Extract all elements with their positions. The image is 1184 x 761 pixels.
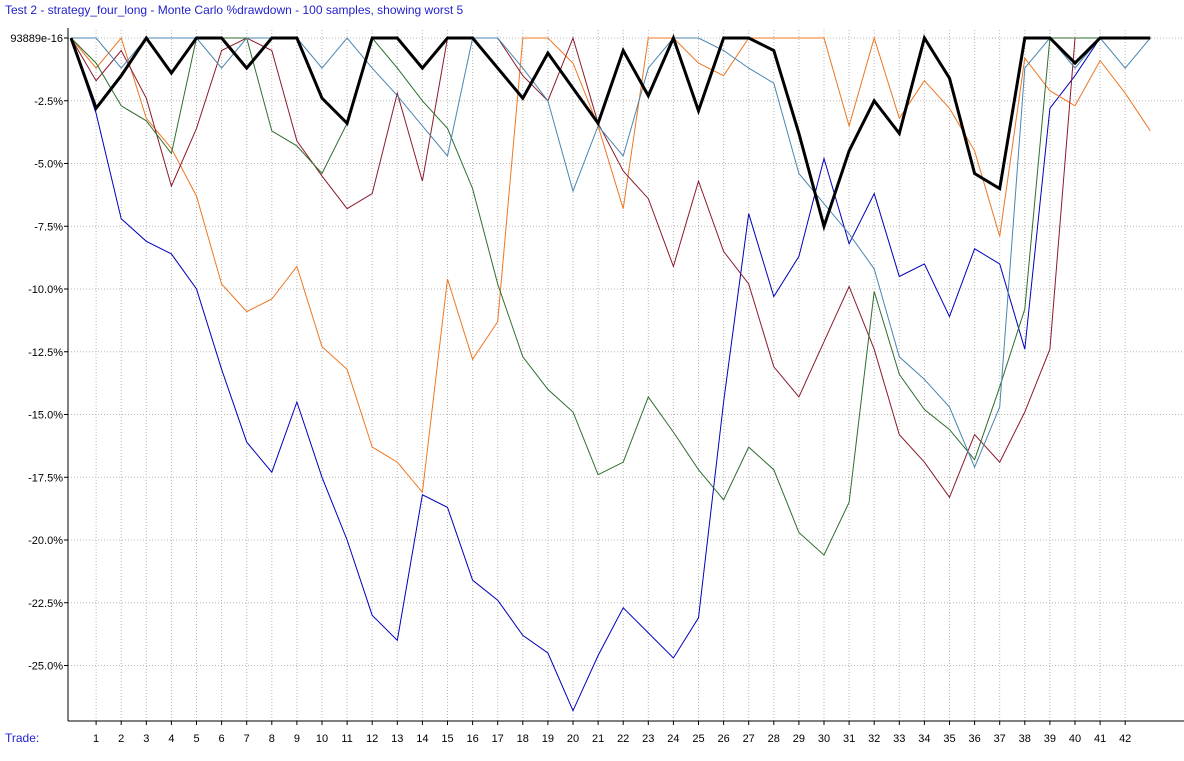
y-tick-label: -22.5% (28, 598, 63, 610)
x-tick-label: 35 (943, 733, 955, 745)
x-tick-label: 2 (118, 733, 124, 745)
x-tick-label: 31 (843, 733, 855, 745)
x-tick-label: 10 (316, 733, 328, 745)
x-tick-label: 19 (542, 733, 554, 745)
x-tick-label: 21 (592, 733, 604, 745)
series-line-1 (70, 37, 1151, 712)
x-tick-label: 22 (617, 733, 629, 745)
x-tick-label: 6 (219, 733, 225, 745)
y-tick-label: -25.0% (28, 661, 63, 673)
y-tick-label: -20.0% (28, 535, 63, 547)
x-tick-label: 8 (269, 733, 275, 745)
series-line-3 (70, 36, 1151, 499)
x-tick-label: 3 (143, 733, 149, 745)
x-tick-label: 27 (743, 733, 755, 745)
x-tick-label: 25 (692, 733, 704, 745)
y-tick-label: -15.0% (28, 410, 63, 422)
x-tick-label: 23 (642, 733, 654, 745)
y-tick-label: -12.5% (28, 347, 63, 359)
y-tick-label: -7.5% (34, 221, 63, 233)
x-tick-label: 36 (968, 733, 980, 745)
x-tick-label: 7 (244, 733, 250, 745)
x-tick-label: 34 (918, 733, 930, 745)
y-tick-label: -5.0% (34, 159, 63, 171)
x-tick-label: 40 (1069, 733, 1081, 745)
x-tick-label: 33 (893, 733, 905, 745)
axes (64, 28, 1184, 725)
x-tick-label: 14 (416, 733, 428, 745)
x-tick-label: 37 (994, 733, 1006, 745)
y-tick-label: -17.5% (28, 472, 63, 484)
x-tick-labels: 1 2 3 4 5 6 7 8 9 10 11 12 13 14 15 16 17 18 19 20 21 22 23 24 2… (93, 733, 1131, 745)
x-tick-label: 12 (366, 733, 378, 745)
x-tick-label: 28 (768, 733, 780, 745)
series-line-6 (69, 33, 1151, 232)
x-tick-label: 30 (818, 733, 830, 745)
x-tick-label: 24 (667, 733, 679, 745)
x-tick-label: 39 (1044, 733, 1056, 745)
x-tick-label: 5 (193, 733, 199, 745)
x-tick-label: 16 (466, 733, 478, 745)
y-tick-label: -2.5% (34, 96, 63, 108)
y-tick-label: 93889e-16 (10, 33, 63, 45)
x-tick-label: 4 (168, 733, 174, 745)
x-tick-label: 26 (717, 733, 729, 745)
series-line-4 (70, 36, 1151, 556)
series-line-2 (70, 36, 1151, 494)
series-line-5 (71, 37, 1151, 469)
x-tick-label: 29 (793, 733, 805, 745)
y-tick-labels: 93889e-16 -2.5% -5.0% -7.5% -10.0% -12.5% -15.… (10, 33, 63, 673)
series-lines (69, 33, 1151, 712)
x-tick-label: 13 (391, 733, 403, 745)
x-tick-label: 42 (1119, 733, 1131, 745)
x-tick-label: 11 (341, 733, 352, 745)
x-tick-label: 20 (567, 733, 579, 745)
x-tick-label: 38 (1019, 733, 1031, 745)
x-tick-label: 18 (517, 733, 529, 745)
grid-lines (68, 30, 1184, 721)
x-tick-label: 9 (294, 733, 300, 745)
x-tick-label: 15 (441, 733, 453, 745)
x-tick-label: 17 (492, 733, 504, 745)
y-tick-label: -10.0% (28, 284, 63, 296)
x-tick-label: 41 (1094, 733, 1106, 745)
chart-title: Test 2 - strategy_four_long - Monte Carl… (5, 3, 464, 17)
x-tick-label: 32 (868, 733, 880, 745)
x-tick-label: 1 (93, 733, 99, 745)
x-axis-label: Trade: (5, 731, 40, 745)
